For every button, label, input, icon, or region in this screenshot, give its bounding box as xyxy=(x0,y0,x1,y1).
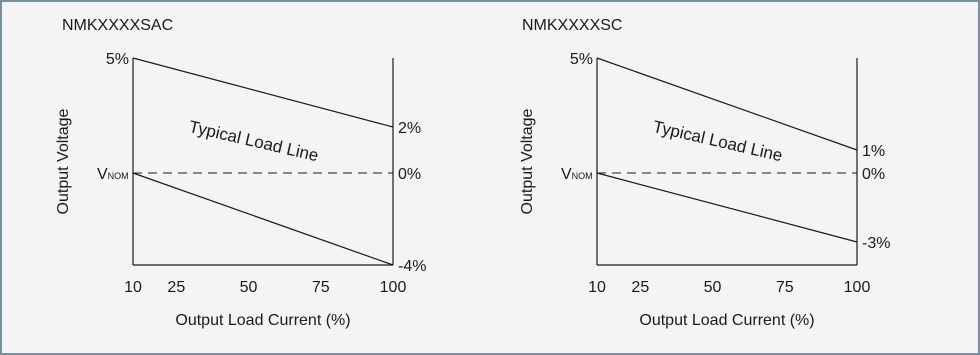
x-tick-label: 50 xyxy=(704,279,722,296)
y-tick-label-top: 5% xyxy=(106,51,129,68)
y-axis-label: Output Voltage xyxy=(519,108,536,214)
x-tick-label: 75 xyxy=(776,279,794,296)
chart-panel-1: NMKXXXXSAC 10 25 50 75 100 Output Load Current… xyxy=(55,17,426,329)
upper-limit-line xyxy=(596,57,858,151)
x-tick-label: 75 xyxy=(312,279,330,296)
typical-load-line-annotation: Typical Load Line xyxy=(651,117,784,165)
lower-limit-line xyxy=(596,172,858,243)
y-nominal-main: V xyxy=(97,166,108,183)
x-tick-label: 100 xyxy=(380,279,407,296)
chart-panel-2: NMKXXXXSC 10 25 50 75 100 Output Load Current … xyxy=(519,17,890,329)
y-right-tick-label: 0% xyxy=(862,166,885,183)
y-nominal-label: VNOM xyxy=(561,166,593,183)
y-nominal-label: VNOM xyxy=(97,166,129,183)
y-right-tick-label: -4% xyxy=(398,258,426,275)
x-tick-label: 10 xyxy=(588,279,606,296)
x-tick-label: 100 xyxy=(844,279,871,296)
x-axis-label: Output Load Current (%) xyxy=(175,312,350,329)
typical-load-line-annotation: Typical Load Line xyxy=(187,117,320,165)
chart-title: NMKXXXXSAC xyxy=(62,17,173,34)
x-tick-label: 25 xyxy=(167,279,185,296)
x-axis-label: Output Load Current (%) xyxy=(639,312,814,329)
y-nominal-subscript: NOM xyxy=(572,171,593,181)
y-right-tick-label: 2% xyxy=(398,120,421,137)
x-tick-label: 25 xyxy=(631,279,649,296)
chart-title: NMKXXXXSC xyxy=(522,17,622,34)
y-tick-label-top: 5% xyxy=(570,51,593,68)
y-axis-label: Output Voltage xyxy=(55,108,72,214)
x-tick-label: 10 xyxy=(124,279,142,296)
y-nominal-subscript: NOM xyxy=(108,171,129,181)
y-right-tick-label: 0% xyxy=(398,166,421,183)
y-right-tick-label: -3% xyxy=(862,235,890,252)
y-nominal-main: V xyxy=(561,166,572,183)
y-right-tick-label: 1% xyxy=(862,143,885,160)
lower-limit-line xyxy=(132,172,394,266)
upper-limit-line xyxy=(132,57,394,128)
x-tick-label: 50 xyxy=(240,279,258,296)
